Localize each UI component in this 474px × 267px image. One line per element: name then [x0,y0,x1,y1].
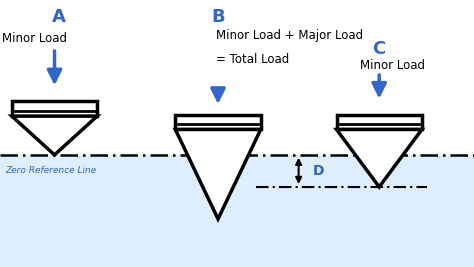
Bar [337,115,422,129]
Text: A: A [52,8,66,26]
Text: = Total Load: = Total Load [216,53,289,66]
Text: C: C [373,40,386,58]
Bar [0,155,474,267]
Text: B: B [211,8,225,26]
Text: Minor Load + Major Load: Minor Load + Major Load [216,29,363,42]
Bar [175,115,261,129]
Polygon shape [175,129,261,219]
Polygon shape [337,129,422,187]
Text: Zero Reference Line: Zero Reference Line [5,166,96,175]
Text: Minor Load: Minor Load [2,32,67,45]
Polygon shape [12,116,97,155]
Bar [12,101,97,116]
Text: Minor Load: Minor Load [360,59,425,72]
Text: D: D [313,164,324,178]
